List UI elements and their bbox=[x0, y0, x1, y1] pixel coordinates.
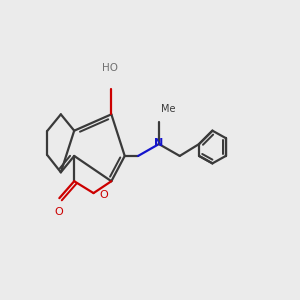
Text: N: N bbox=[154, 138, 164, 148]
Text: Me: Me bbox=[161, 104, 176, 114]
Text: O: O bbox=[54, 207, 63, 217]
Text: HO: HO bbox=[103, 63, 118, 73]
Text: O: O bbox=[99, 190, 108, 200]
